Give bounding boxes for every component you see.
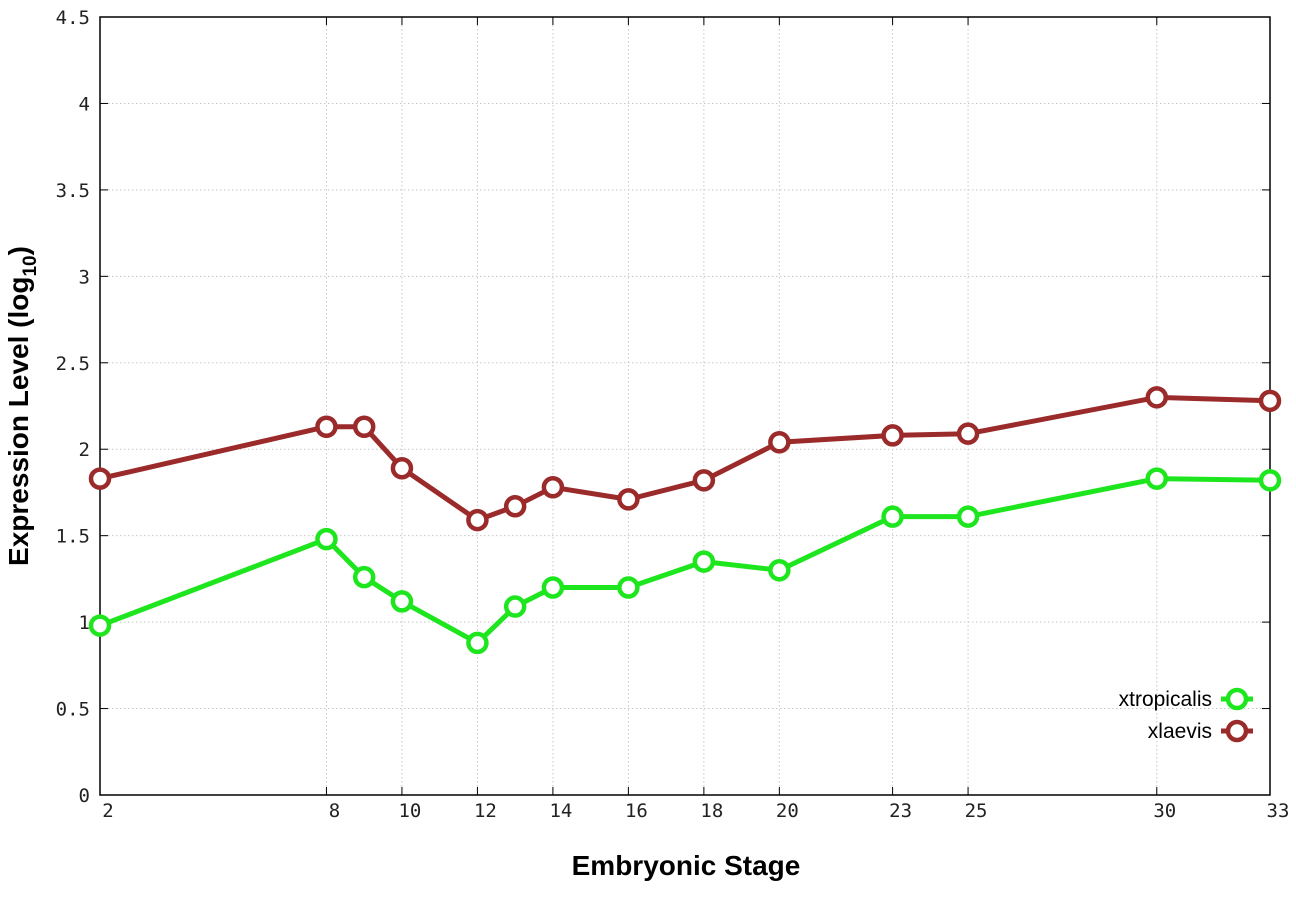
data-point-xtropicalis [1258, 469, 1282, 492]
x-tick-label: 12 [474, 800, 497, 822]
y-axis-title-main: Expression Level (log [3, 277, 34, 566]
data-point-xlaevis [692, 469, 716, 492]
data-point-xtropicalis [617, 576, 640, 599]
x-tick-label: 10 [398, 800, 421, 822]
x-tick-label: 25 [965, 800, 988, 822]
data-point-xlaevis [768, 431, 791, 454]
x-tick-label: 14 [549, 800, 572, 822]
y-tick-label: 0 [79, 785, 90, 807]
y-axis-title-subscript: 10 [20, 255, 41, 276]
x-tick-label: 23 [889, 800, 912, 822]
data-point-xtropicalis [503, 595, 527, 618]
data-point-xlaevis [390, 456, 414, 480]
data-point-xtropicalis [692, 550, 716, 573]
x-tick-label: 18 [700, 800, 723, 822]
data-point-xtropicalis [315, 527, 338, 551]
axis-ticks: 0 0.5 1 1.5 2 2.5 3 3.5 4 4.5 2 8 10 12 14 16 18 20 23 25 30… [56, 7, 1290, 822]
legend-label: xlaevis [1148, 720, 1212, 743]
data-point-xlaevis [956, 422, 980, 445]
data-point-xtropicalis [541, 576, 565, 599]
x-tick-label: 2 [102, 800, 113, 822]
data-point-xtropicalis [1145, 467, 1169, 490]
y-tick-label: 4.5 [56, 7, 90, 29]
legend-label: xtropicalis [1119, 688, 1212, 711]
y-tick-label: 0.5 [56, 699, 90, 721]
data-point-xlaevis [1145, 386, 1169, 409]
y-tick-label: 1 [79, 612, 90, 634]
data-point-xlaevis [466, 508, 489, 532]
data-point-xtropicalis [881, 505, 904, 528]
series-line-xtropicalis [99, 476, 1271, 646]
data-point-xtropicalis [768, 558, 791, 582]
data-point-xlaevis [315, 415, 338, 438]
data-point-xtropicalis [352, 565, 376, 589]
grid [100, 17, 1270, 795]
data-point-xtropicalis [88, 614, 112, 637]
y-tick-label: 3 [79, 266, 90, 288]
legend: xtropicalis xlaevis [1119, 687, 1253, 743]
x-tick-label: 33 [1267, 800, 1290, 822]
y-tick-label: 4 [79, 93, 90, 115]
data-point-xlaevis [881, 424, 904, 447]
x-tick-label: 8 [329, 800, 340, 822]
legend-swatch-marker [1225, 687, 1249, 711]
data-point-xtropicalis [466, 631, 489, 655]
data-point-xlaevis [88, 467, 112, 490]
data-point-xlaevis [352, 415, 376, 438]
y-axis-title: Expression Level (log10) [3, 246, 41, 566]
x-tick-label: 16 [625, 800, 648, 822]
legend-item-xtropicalis: xtropicalis [1119, 687, 1253, 711]
y-tick-label: 1.5 [56, 526, 90, 548]
data-point-xlaevis [617, 488, 640, 511]
y-axis-title-close: ) [3, 246, 34, 255]
y-tick-label: 3.5 [56, 180, 90, 202]
series-layer [88, 386, 1282, 655]
data-point-xlaevis [503, 495, 527, 518]
y-tick-label: 2.5 [56, 353, 90, 375]
legend-swatch-marker [1225, 719, 1249, 743]
data-point-xlaevis [541, 476, 565, 499]
data-point-xtropicalis [390, 590, 414, 613]
series-xtropicalis [88, 467, 1282, 655]
plot-frame [99, 16, 1271, 796]
series-line-xlaevis [99, 394, 1271, 523]
x-tick-label: 20 [776, 800, 799, 822]
y-tick-label: 2 [79, 439, 90, 461]
series-xlaevis [88, 386, 1282, 532]
data-point-xlaevis [1258, 389, 1282, 413]
legend-item-xlaevis: xlaevis [1148, 719, 1253, 743]
data-point-xtropicalis [956, 505, 980, 528]
x-tick-label: 30 [1153, 800, 1176, 822]
x-axis-title: Embryonic Stage [572, 850, 801, 881]
